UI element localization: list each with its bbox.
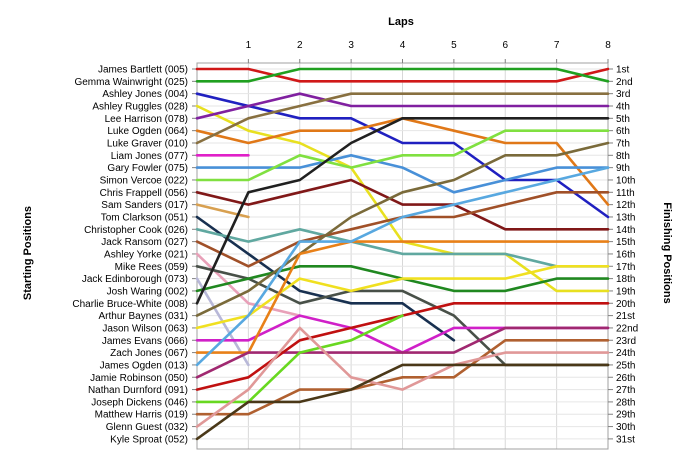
starting-driver-label: Nathan Durnford (091): [88, 385, 188, 396]
driver-line-21: [195, 141, 610, 317]
finishing-position-label: 15th: [616, 237, 635, 248]
starting-driver-label: Luke Graver (010): [107, 138, 188, 149]
finishing-position-label: 22nd: [616, 323, 638, 334]
finishing-position-label: 27th: [616, 385, 635, 396]
finishing-position-label: 24th: [616, 348, 635, 359]
finishing-position-label: 26th: [616, 373, 635, 384]
x-tick-labels: 1 2 3 4 5 6 7 8: [246, 40, 611, 63]
driver-line-29: [195, 338, 610, 416]
starting-driver-label: Arthur Baynes (031): [99, 311, 189, 322]
x-tick-label: 2: [297, 40, 303, 51]
starting-driver-label: Lee Harrison (078): [105, 114, 188, 125]
starting-driver-label: James Bartlett (005): [98, 65, 188, 76]
driver-line-31: [195, 363, 610, 441]
driver-lines: [195, 67, 610, 441]
finishing-position-label: 30th: [616, 422, 635, 433]
driver-line-5: [195, 92, 610, 120]
x-tick-label: 5: [451, 40, 457, 51]
driver-line-9: [195, 154, 610, 194]
starting-driver-label: Gemma Wainwright (025): [74, 77, 188, 88]
left-axis-title: Starting Positions: [22, 206, 34, 300]
finishing-position-label: 19th: [616, 286, 635, 297]
starting-driver-label: Jack Edinborough (073): [82, 274, 188, 285]
finishing-position-label: 2nd: [616, 77, 633, 88]
finishing-position-label: 14th: [616, 225, 635, 236]
finishing-position-label: 13th: [616, 212, 635, 223]
finishing-position-label: 17th: [616, 262, 635, 273]
driver-line-26: [195, 326, 610, 379]
starting-driver-label: Jamie Robinson (050): [90, 373, 188, 384]
finishing-position-label: 21st: [616, 311, 635, 322]
finishing-position-label: 25th: [616, 360, 635, 371]
driver-line-25: [195, 166, 610, 367]
starting-driver-label: Chris Frappell (056): [100, 188, 188, 199]
starting-driver-label: Ashley Ruggles (028): [92, 101, 188, 112]
finishing-position-label: 5th: [616, 114, 630, 125]
x-tick-label: 7: [554, 40, 560, 51]
starting-driver-label: Josh Waring (002): [107, 286, 188, 297]
finishing-position-label: 18th: [616, 274, 635, 285]
driver-line-30: [195, 326, 610, 428]
finishing-position-label: 10th: [616, 175, 635, 186]
finishing-position-label: 3rd: [616, 89, 630, 100]
finishing-position-label: 20th: [616, 299, 635, 310]
finishing-position-label: 31st: [616, 434, 635, 445]
driver-line-14: [195, 228, 610, 268]
starting-driver-label: Tom Clarkson (051): [101, 212, 188, 223]
starting-driver-label: Simon Vercoe (022): [100, 175, 188, 186]
finishing-position-label: 6th: [616, 126, 630, 137]
x-tick-label: 1: [246, 40, 252, 51]
driver-line-12: [195, 203, 250, 219]
finishing-position-label: 12th: [616, 200, 635, 211]
driver-line-10: [195, 129, 610, 182]
driver-line-3: [195, 92, 610, 219]
driver-line-2: [195, 67, 610, 83]
starting-driver-label: Ashley Yorke (021): [104, 249, 188, 260]
finishing-position-label: 28th: [616, 397, 635, 408]
finishing-position-label: 7th: [616, 138, 630, 149]
x-tick-label: 6: [502, 40, 508, 51]
starting-driver-label: Matthew Harris (019): [95, 410, 188, 421]
finishing-position-label: 4th: [616, 101, 630, 112]
driver-line-1: [195, 67, 610, 83]
x-axis-title: Laps: [388, 16, 414, 28]
finishing-position-labels: 1st2nd3rd4th5th6th7th8th9th10th11th12th1…: [608, 65, 638, 445]
finishing-position-label: 8th: [616, 151, 630, 162]
x-tick-label: 8: [605, 40, 611, 51]
starting-driver-label: Charlie Bruce-White (008): [72, 299, 188, 310]
starting-driver-label: Joseph Dickens (046): [91, 397, 188, 408]
driver-line-7: [195, 92, 610, 145]
driver-line-11: [195, 178, 610, 231]
finishing-position-label: 11th: [616, 188, 635, 199]
starting-driver-label: Zach Jones (067): [110, 348, 188, 359]
starting-driver-label: Sam Sanders (017): [101, 200, 188, 211]
finishing-position-label: 16th: [616, 249, 635, 260]
starting-driver-label: Kyle Sproat (052): [110, 434, 188, 445]
starting-driver-label: Jason Wilson (063): [102, 323, 188, 334]
starting-driver-label: Ashley Jones (004): [102, 89, 188, 100]
starting-driver-label: Glenn Guest (032): [106, 422, 188, 433]
starting-position-labels: James Bartlett (005)Gemma Wainwright (02…: [72, 65, 197, 445]
starting-driver-label: Liam Jones (077): [111, 151, 188, 162]
driver-line-24: [195, 240, 610, 354]
finishing-position-label: 29th: [616, 410, 635, 421]
starting-driver-label: Christopher Cook (026): [84, 225, 188, 236]
finishing-position-label: 9th: [616, 163, 630, 174]
starting-driver-label: Jack Ransom (027): [101, 237, 188, 248]
driver-line-22: [195, 264, 610, 330]
starting-driver-label: Mike Rees (059): [115, 262, 188, 273]
right-axis-title: Finishing Positions: [661, 202, 673, 303]
finishing-position-label: 23rd: [616, 336, 636, 347]
x-tick-label: 4: [400, 40, 406, 51]
finishing-position-label: 1st: [616, 65, 630, 76]
driver-line-20: [195, 117, 610, 305]
starting-driver-label: James Evans (066): [102, 336, 188, 347]
starting-driver-label: James Ogden (013): [100, 360, 188, 371]
x-tick-label: 3: [348, 40, 354, 51]
starting-driver-label: Luke Ogden (064): [107, 126, 188, 137]
starting-driver-label: Gary Fowler (075): [107, 163, 188, 174]
